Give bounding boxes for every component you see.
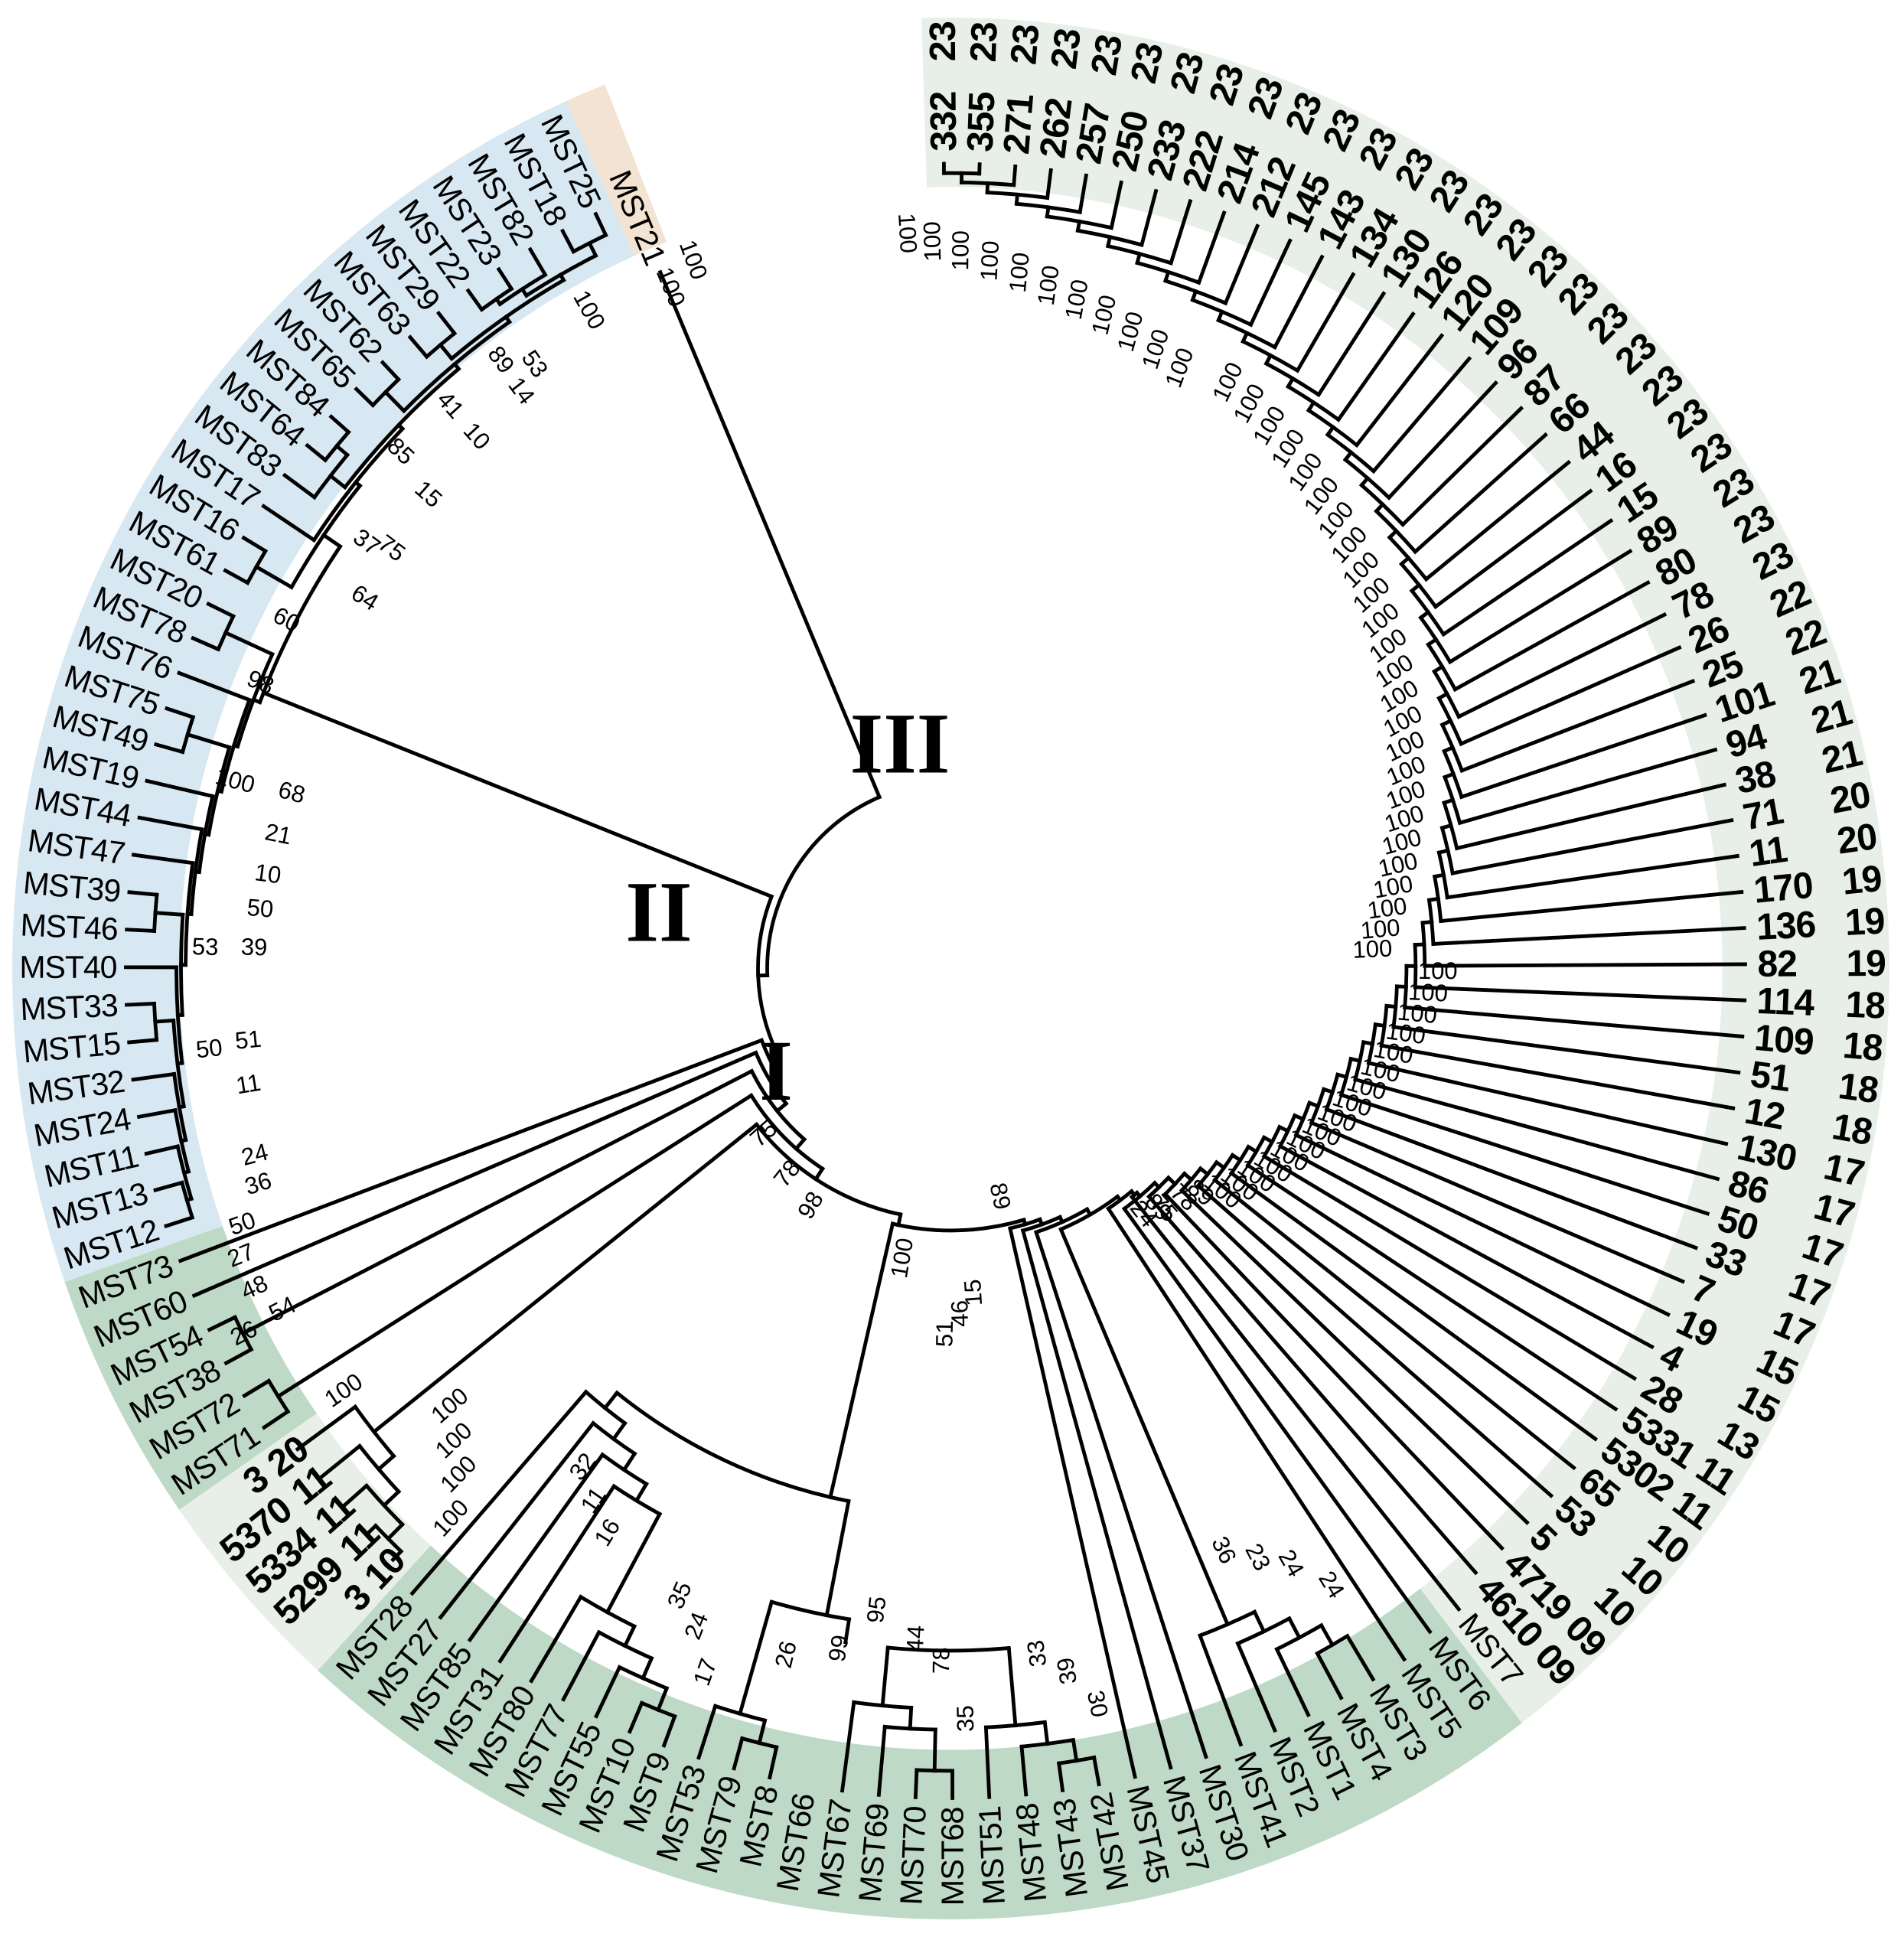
svg-text:136: 136 xyxy=(1756,904,1817,948)
svg-text:51: 51 xyxy=(931,1320,958,1348)
svg-text:100: 100 xyxy=(1004,251,1035,294)
svg-text:19: 19 xyxy=(1846,943,1886,985)
svg-text:MST68: MST68 xyxy=(935,1807,970,1906)
svg-text:332: 332 xyxy=(923,92,964,152)
svg-text:23: 23 xyxy=(1083,32,1130,79)
svg-text:39: 39 xyxy=(1051,1655,1082,1686)
svg-text:18: 18 xyxy=(1845,983,1886,1026)
svg-text:30: 30 xyxy=(1082,1688,1113,1720)
svg-text:I: I xyxy=(759,1024,793,1120)
svg-text:III: III xyxy=(850,696,950,792)
svg-text:35: 35 xyxy=(952,1705,979,1733)
svg-text:33: 33 xyxy=(1022,1638,1051,1668)
svg-text:20: 20 xyxy=(1827,774,1873,822)
svg-text:18: 18 xyxy=(1841,1025,1884,1070)
svg-text:95: 95 xyxy=(862,1595,892,1625)
svg-text:20: 20 xyxy=(1834,816,1879,862)
svg-text:19: 19 xyxy=(1844,900,1886,944)
svg-text:39: 39 xyxy=(240,933,268,960)
svg-text:10: 10 xyxy=(253,859,283,889)
svg-text:100: 100 xyxy=(947,230,973,271)
svg-text:53: 53 xyxy=(191,933,218,960)
svg-text:50: 50 xyxy=(194,1034,223,1064)
svg-text:MST33: MST33 xyxy=(20,987,119,1027)
svg-text:100: 100 xyxy=(976,240,1005,282)
svg-text:18: 18 xyxy=(1829,1106,1875,1154)
svg-text:23: 23 xyxy=(1003,23,1048,66)
svg-text:11: 11 xyxy=(234,1068,262,1099)
svg-text:44: 44 xyxy=(901,1625,930,1653)
svg-text:100: 100 xyxy=(918,221,946,262)
svg-text:100: 100 xyxy=(1418,957,1458,984)
svg-text:MST70: MST70 xyxy=(894,1806,933,1906)
svg-text:MST46: MST46 xyxy=(20,907,119,947)
svg-text:19: 19 xyxy=(1840,858,1883,903)
svg-text:51: 51 xyxy=(233,1025,262,1055)
svg-text:MST40: MST40 xyxy=(19,950,116,985)
svg-text:78: 78 xyxy=(928,1647,954,1674)
svg-text:89: 89 xyxy=(984,1180,1016,1212)
svg-text:82: 82 xyxy=(1757,943,1797,985)
svg-text:100: 100 xyxy=(1032,263,1064,307)
svg-text:50: 50 xyxy=(246,894,274,923)
svg-text:23: 23 xyxy=(963,21,1005,63)
svg-text:100: 100 xyxy=(893,212,922,253)
svg-text:18: 18 xyxy=(1836,1065,1880,1112)
svg-text:MST51: MST51 xyxy=(972,1805,1012,1906)
svg-text:21: 21 xyxy=(262,818,294,849)
svg-text:23: 23 xyxy=(922,21,963,62)
svg-text:99: 99 xyxy=(823,1633,854,1664)
svg-text:23: 23 xyxy=(1043,27,1089,72)
svg-text:II: II xyxy=(625,865,692,960)
